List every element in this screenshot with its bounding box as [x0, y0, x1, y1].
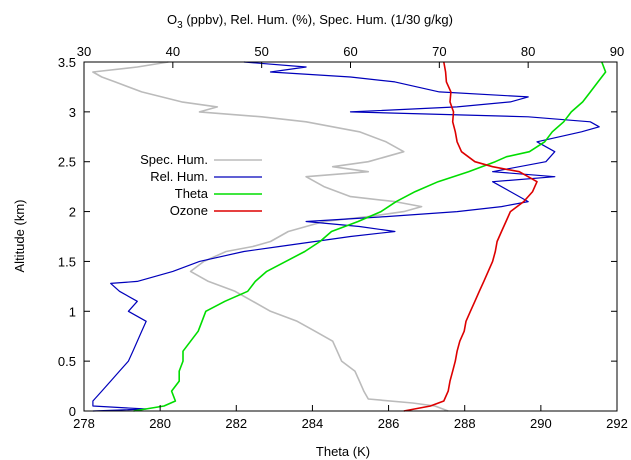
- x2-tick-label: 90: [610, 44, 624, 59]
- axis-labels: O3 (ppbv), Rel. Hum. (%), Spec. Hum. (1/…: [12, 12, 453, 459]
- series-line-ozone: [403, 61, 538, 412]
- x-tick-label: 278: [73, 416, 95, 431]
- top-axis-title-rest: (ppbv), Rel. Hum. (%), Spec. Hum. (1/30 …: [183, 12, 453, 27]
- x-tick-label: 284: [302, 416, 324, 431]
- legend: Spec. Hum. Rel. Hum. Theta Ozone: [140, 152, 262, 218]
- legend-label-spec-hum: Spec. Hum.: [140, 152, 208, 167]
- plot-frame: [83, 61, 618, 412]
- x2-tick-label: 50: [254, 44, 268, 59]
- x2-tick-label: 80: [521, 44, 535, 59]
- legend-label-ozone: Ozone: [170, 203, 208, 218]
- y-tick-label: 0.5: [58, 354, 76, 369]
- x-tick-label: 280: [149, 416, 171, 431]
- x-tick-label: 290: [530, 416, 552, 431]
- series-line-spec-hum: [92, 61, 449, 412]
- y-axis-title: Altitude (km): [12, 200, 27, 273]
- y-tick-label: 2.5: [58, 155, 76, 170]
- legend-label-theta: Theta: [175, 186, 209, 201]
- x2-tick-label: 40: [166, 44, 180, 59]
- x-tick-label: 288: [454, 416, 476, 431]
- y-tick-label: 2: [69, 205, 76, 220]
- x-tick-label: 282: [225, 416, 247, 431]
- y-tick-label: 0: [69, 404, 76, 419]
- legend-label-rel-hum: Rel. Hum.: [150, 169, 208, 184]
- y-tick-label: 1: [69, 304, 76, 319]
- x-tick-label: 286: [378, 416, 400, 431]
- y-tick-label: 1.5: [58, 254, 76, 269]
- plot-area: [92, 61, 607, 412]
- x2-tick-label: 30: [77, 44, 91, 59]
- y-tick-label: 3.5: [58, 55, 76, 70]
- top-axis-title-subscript: 3: [177, 20, 183, 31]
- series-line-rel-hum: [92, 61, 600, 412]
- top-axis-title: O3 (ppbv), Rel. Hum. (%), Spec. Hum. (1/…: [167, 12, 453, 31]
- top-axis-title-o: O: [167, 12, 177, 27]
- x-tick-label: 292: [606, 416, 628, 431]
- x2-tick-label: 70: [432, 44, 446, 59]
- x-axis-title: Theta (K): [316, 444, 370, 459]
- x2-tick-label: 60: [343, 44, 357, 59]
- y-tick-label: 3: [69, 105, 76, 120]
- series-line-theta: [133, 61, 607, 412]
